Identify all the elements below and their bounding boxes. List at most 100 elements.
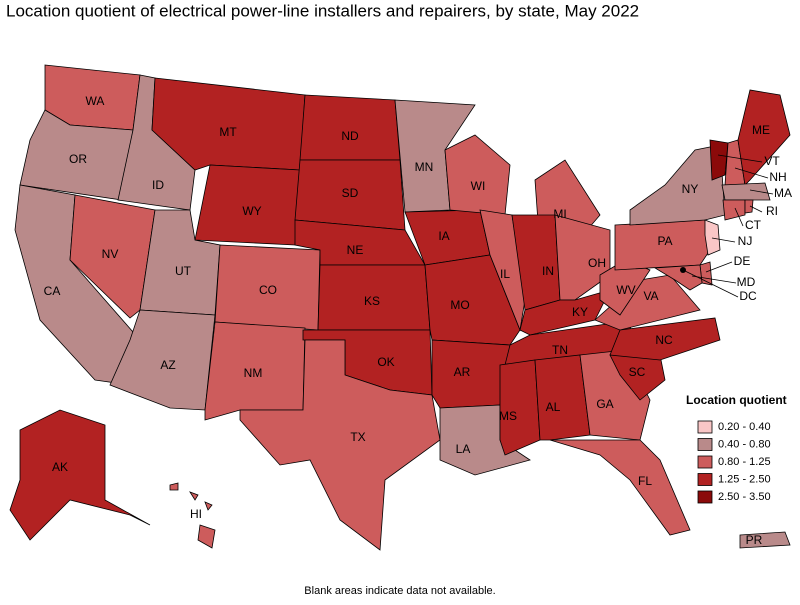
- state-label: KY: [572, 305, 588, 319]
- state-label: GA: [596, 397, 613, 411]
- state-label: NJ: [738, 234, 753, 248]
- state-label: MS: [499, 409, 517, 423]
- legend-swatch: [697, 473, 713, 486]
- state-label: PA: [657, 234, 672, 248]
- legend-label: 0.20 - 0.40: [718, 421, 771, 433]
- state: [629, 144, 726, 226]
- legend-label: 0.80 - 1.25: [718, 456, 771, 468]
- state-label: OH: [588, 256, 606, 270]
- state-label: FL: [638, 474, 652, 488]
- state: [189, 491, 199, 501]
- state: [721, 182, 771, 201]
- state: [204, 501, 213, 511]
- state-label: CO: [259, 283, 277, 297]
- leader-line: [717, 154, 763, 163]
- leader-line: [691, 275, 737, 284]
- state: [499, 359, 541, 456]
- state: [609, 317, 721, 361]
- state-label: LA: [456, 442, 471, 456]
- state-label: IN: [542, 264, 554, 278]
- leader-line: [705, 261, 733, 273]
- state: [709, 139, 729, 181]
- state: [431, 339, 511, 409]
- note: Blank areas indicate data not available.: [304, 585, 495, 597]
- state-label: ID: [152, 178, 164, 192]
- state-label: NE: [347, 243, 364, 257]
- state-label: AK: [52, 460, 68, 474]
- state-label: NY: [682, 182, 699, 196]
- state-label: RI: [766, 204, 778, 218]
- state-label: PR: [746, 533, 763, 547]
- state-label: VA: [643, 289, 658, 303]
- state: [549, 439, 691, 536]
- state: [239, 339, 441, 551]
- legend-label: 2.50 - 3.50: [718, 491, 771, 503]
- state-label: MN: [415, 160, 434, 174]
- legend-swatch: [697, 438, 713, 451]
- state-label: NV: [102, 247, 119, 261]
- state-label: AL: [546, 400, 561, 414]
- state-label: ND: [341, 129, 359, 143]
- state-label: MI: [553, 207, 566, 221]
- state-label: MT: [219, 125, 237, 139]
- state: [722, 199, 746, 221]
- state: [653, 264, 703, 291]
- state-label: WA: [86, 94, 105, 108]
- state-label: NH: [769, 170, 786, 184]
- state-label: CT: [745, 218, 762, 232]
- state-label: DE: [734, 254, 751, 268]
- legend-title: Location quotient: [686, 393, 787, 407]
- state-label: OK: [377, 355, 394, 369]
- state-label: IA: [438, 229, 449, 243]
- state: [744, 199, 754, 214]
- leader-line: [749, 205, 763, 213]
- state: [169, 482, 179, 491]
- state-label: KS: [364, 294, 380, 308]
- state-label: MA: [774, 186, 792, 200]
- state-label: NC: [655, 333, 673, 347]
- state-label: TX: [350, 430, 365, 444]
- state: [444, 134, 511, 216]
- state: [197, 524, 216, 549]
- leader-line: [749, 189, 774, 195]
- state-label: TN: [552, 343, 568, 357]
- state-label: AZ: [160, 358, 175, 372]
- state-label: AR: [454, 365, 471, 379]
- legend-swatch: [697, 455, 713, 469]
- state-label: OR: [69, 152, 87, 166]
- state-label: DC: [739, 289, 757, 303]
- state: [704, 219, 721, 256]
- legend-label: 1.25 - 2.50: [718, 473, 771, 485]
- state: [739, 531, 791, 549]
- state-label: HI: [190, 507, 202, 521]
- state: [554, 214, 611, 301]
- leader-line: [734, 167, 769, 179]
- state: [479, 209, 526, 332]
- state-label: VT: [764, 154, 780, 168]
- state: [534, 354, 591, 441]
- legend-label: 0.40 - 0.80: [718, 438, 771, 450]
- state-label: WI: [471, 179, 486, 193]
- state-label: SD: [342, 186, 359, 200]
- map-title: Location quotient of electrical power-li…: [6, 1, 639, 20]
- state-label: IL: [500, 267, 510, 281]
- state-label: WY: [242, 204, 261, 218]
- state: [9, 409, 151, 541]
- state: [109, 309, 216, 411]
- state-label: WV: [616, 283, 635, 297]
- state: [519, 289, 611, 336]
- legend-swatch: [697, 490, 713, 504]
- state-label: ME: [752, 123, 770, 137]
- state-label: MD: [737, 275, 756, 289]
- state-label: UT: [175, 264, 192, 278]
- state-label: SC: [629, 365, 646, 379]
- state: [299, 94, 401, 161]
- leader-line: [682, 269, 739, 298]
- leader-line: [734, 207, 744, 227]
- state-label: NM: [244, 366, 263, 380]
- state-label: MO: [450, 298, 469, 312]
- state-label: CA: [44, 284, 61, 298]
- legend-swatch: [697, 420, 713, 434]
- state: [69, 194, 156, 319]
